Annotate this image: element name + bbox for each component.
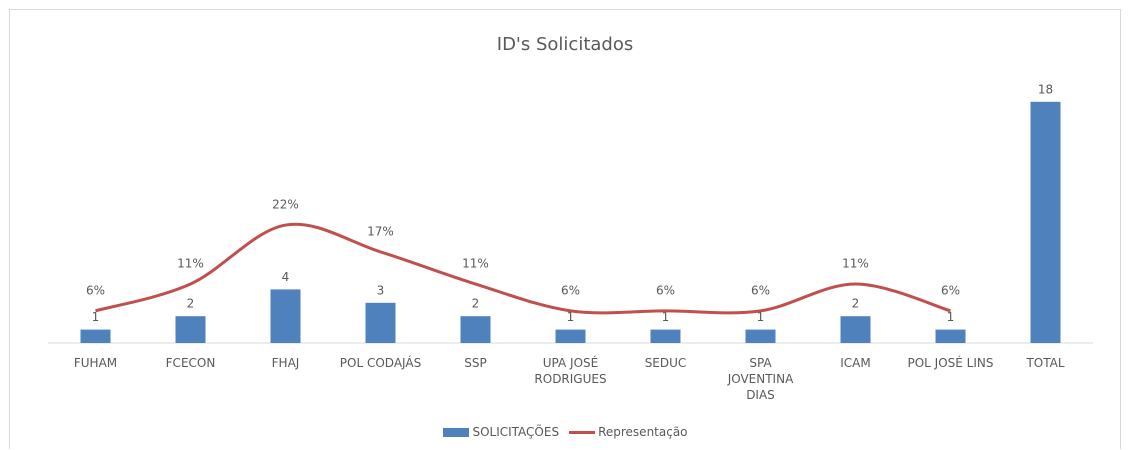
chart-title: ID's Solicitados: [497, 34, 633, 55]
data-label: 6%: [561, 283, 580, 297]
data-label: 11%: [842, 257, 869, 271]
data-label: 6%: [751, 283, 770, 297]
bar: [175, 316, 206, 343]
bar: [1030, 101, 1061, 343]
data-label: 2: [187, 297, 195, 311]
x-tick-label: FHAJ: [271, 356, 300, 370]
data-label: 2: [852, 297, 860, 311]
line: [95, 222, 951, 315]
legend-bar-swatch: [443, 427, 470, 437]
bar: [555, 329, 586, 343]
bar: [745, 329, 776, 343]
data-label: 6%: [656, 283, 675, 297]
bar: [270, 289, 301, 343]
legend-label: Representação: [598, 425, 688, 439]
x-tick-label: TOTAL: [1026, 356, 1065, 370]
bar: [650, 329, 681, 343]
x-tick-label: SSP: [464, 356, 487, 370]
data-label: 2: [472, 297, 480, 311]
bar: [365, 302, 396, 343]
legend-label: SOLICITAÇÕES: [472, 425, 560, 439]
data-label: 3: [377, 283, 385, 297]
data-label: 4: [282, 270, 290, 284]
data-label: 11%: [462, 257, 489, 271]
data-label: 11%: [177, 257, 204, 271]
x-tick-label: FCECON: [165, 356, 216, 370]
legend: SOLICITAÇÕES Representação: [0, 425, 1131, 439]
data-label: 1: [567, 310, 575, 324]
x-tick-label: UPA JOSÉ RODRIGUES: [534, 356, 607, 386]
x-tick-label: FUHAM: [73, 356, 118, 370]
x-tick-label: SEDUC: [644, 356, 687, 370]
data-label: 1: [947, 310, 955, 324]
x-tick-label: SPA JOVENTINA DIAS: [727, 356, 794, 402]
data-label: 17%: [367, 224, 394, 238]
bar: [80, 329, 111, 343]
data-label: 22%: [272, 198, 299, 212]
data-label: 1: [92, 310, 100, 324]
x-tick-label: ICAM: [840, 356, 871, 370]
data-label: 1: [757, 310, 765, 324]
data-label: 1: [662, 310, 670, 324]
data-label: 6%: [941, 283, 960, 297]
x-tick-label: POL CODAJÁS: [339, 356, 422, 370]
bar: [460, 316, 491, 343]
bar: [840, 316, 871, 343]
legend-line-swatch: [569, 430, 596, 434]
x-tick-label: POL JOSÉ LINS: [907, 356, 994, 370]
data-label: 6%: [86, 283, 105, 297]
bar: [935, 329, 966, 343]
data-label: 18: [1038, 82, 1053, 96]
chart-frame: [9, 9, 1121, 449]
